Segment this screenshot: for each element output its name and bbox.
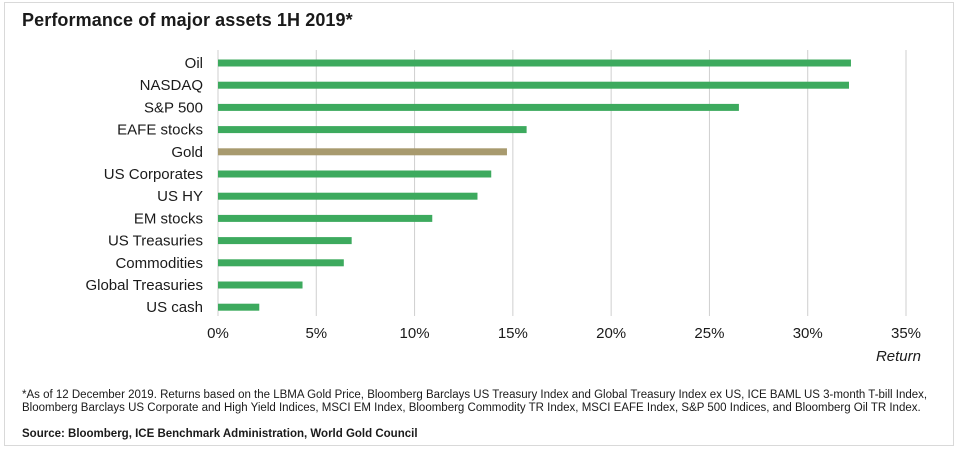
x-tick-label: 20% — [596, 325, 626, 342]
category-label: US HY — [157, 188, 203, 205]
x-tick-label: 5% — [305, 325, 327, 342]
category-label: S&P 500 — [144, 99, 203, 116]
bar-oil — [218, 59, 851, 67]
category-label: NASDAQ — [140, 77, 203, 94]
bar-us-treasuries — [218, 237, 352, 245]
bar-commodities — [218, 259, 344, 267]
bar-us-cash — [218, 303, 260, 311]
category-label: US cash — [146, 299, 203, 316]
bar-us-corporates — [218, 170, 492, 178]
bars — [218, 59, 851, 311]
bar-gold — [218, 148, 507, 156]
x-tick-label: 25% — [694, 325, 724, 342]
bar-s-p-500 — [218, 103, 739, 111]
x-tick-label: 10% — [400, 325, 430, 342]
x-tick-label: 35% — [891, 325, 921, 342]
x-tick-label: 0% — [207, 325, 229, 342]
chart-frame — [4, 2, 954, 446]
category-label: Gold — [171, 144, 203, 161]
bar-us-hy — [218, 192, 478, 200]
bar-eafe-stocks — [218, 126, 527, 134]
source-note: Source: Bloomberg, ICE Benchmark Adminis… — [22, 428, 418, 440]
category-label: EAFE stocks — [117, 122, 203, 139]
bar-nasdaq — [218, 81, 849, 89]
category-label: US Treasuries — [108, 233, 203, 250]
x-tick-labels: 0% 5% 10% 15% 20% 25% 30% 35% — [207, 325, 921, 342]
bar-chart: Oil NASDAQ S&P 500 EAFE stocks Gold US Corpor… — [85, 50, 921, 365]
category-label: Global Treasuries — [85, 277, 203, 294]
bar-em-stocks — [218, 214, 433, 222]
category-label: Commodities — [115, 255, 203, 272]
footnote: *As of 12 December 2019. Returns based o… — [22, 389, 928, 414]
bar-global-treasuries — [218, 281, 303, 289]
category-label: Oil — [185, 55, 203, 72]
x-tick-label: 30% — [793, 325, 823, 342]
category-labels: Oil NASDAQ S&P 500 EAFE stocks Gold US Corpor… — [85, 55, 203, 316]
x-tick-label: 15% — [498, 325, 528, 342]
category-label: US Corporates — [104, 166, 203, 183]
chart-title: Performance of major assets 1H 2019* — [22, 10, 353, 30]
grid-lines — [217, 50, 907, 316]
category-label: EM stocks — [134, 210, 203, 227]
x-axis-label: Return — [876, 348, 921, 365]
